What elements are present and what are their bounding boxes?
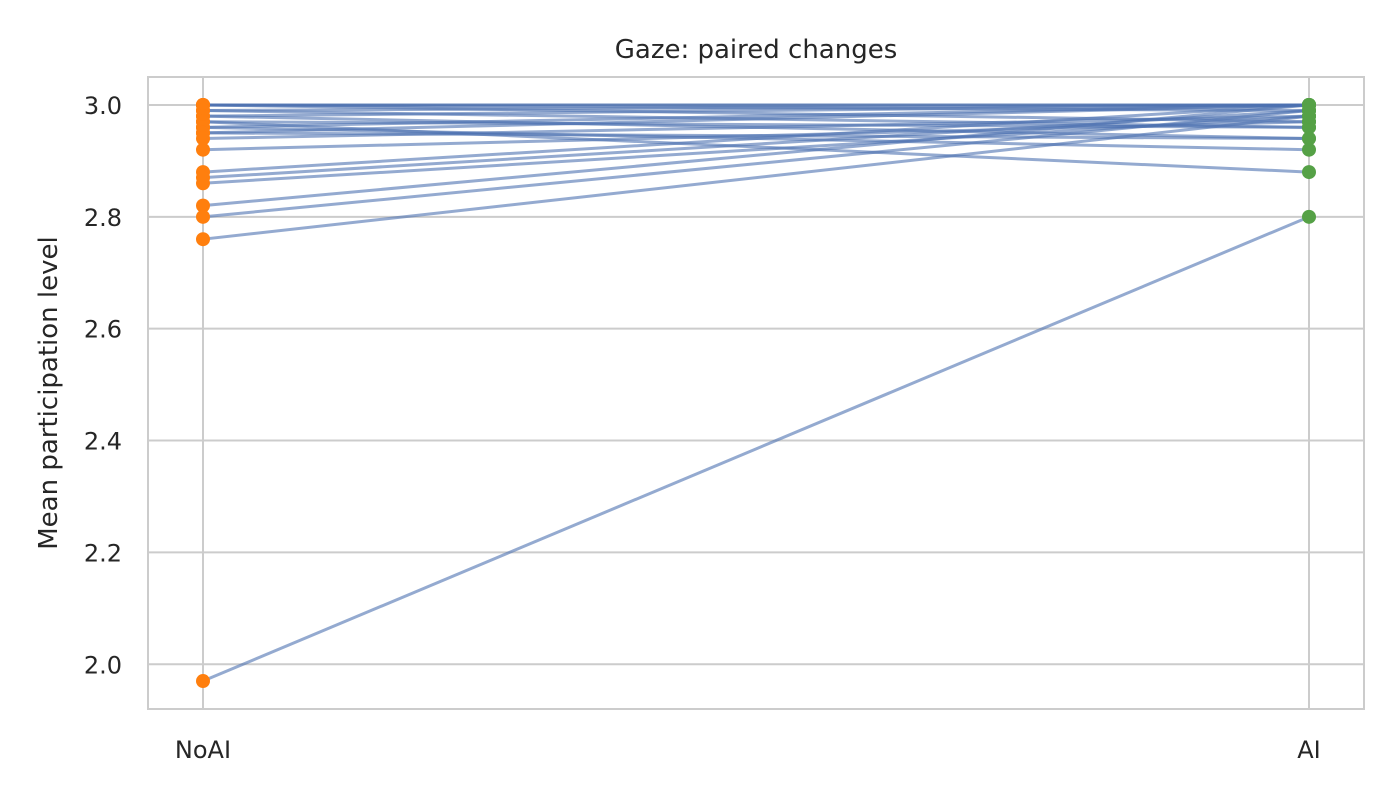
paired-line bbox=[202, 103, 1310, 135]
noai-point bbox=[196, 674, 210, 689]
ai-point bbox=[1302, 131, 1316, 146]
paired-line bbox=[202, 114, 1310, 241]
noai-point bbox=[196, 198, 210, 213]
y-tick-label: 2.4 bbox=[84, 428, 122, 456]
y-tick-label: 2.8 bbox=[84, 204, 122, 232]
paired-line bbox=[202, 103, 1310, 174]
noai-point bbox=[196, 131, 210, 146]
ai-point bbox=[1302, 209, 1316, 224]
ai-point bbox=[1302, 165, 1316, 180]
x-tick-labels: NoAI AI bbox=[175, 736, 1321, 764]
chart-title: Gaze: paired changes bbox=[615, 35, 898, 65]
paired-line bbox=[202, 103, 1310, 208]
paired-line bbox=[202, 114, 1310, 141]
paired-lines bbox=[202, 103, 1310, 683]
y-tick-label: 3.0 bbox=[84, 92, 122, 120]
grid-lines bbox=[148, 77, 1364, 709]
paired-line bbox=[202, 109, 1310, 219]
x-tick-label: NoAI bbox=[175, 736, 231, 764]
noai-point bbox=[196, 209, 210, 224]
plot-frame bbox=[147, 76, 1365, 710]
noai-point bbox=[196, 142, 210, 157]
noai-point bbox=[196, 232, 210, 247]
ai-point bbox=[1302, 142, 1316, 157]
paired-line bbox=[202, 215, 1310, 683]
y-tick-labels: 2.0 2.2 2.4 2.6 2.8 3.0 bbox=[84, 92, 122, 679]
y-axis-label: Mean participation level bbox=[34, 236, 64, 550]
paired-line bbox=[202, 103, 1310, 118]
ai-point bbox=[1302, 109, 1316, 124]
markers bbox=[196, 97, 1316, 689]
noai-point bbox=[196, 176, 210, 191]
y-tick-label: 2.2 bbox=[84, 539, 122, 567]
x-tick-label: AI bbox=[1297, 736, 1321, 764]
y-tick-label: 2.0 bbox=[84, 651, 122, 679]
y-tick-label: 2.6 bbox=[84, 316, 122, 344]
